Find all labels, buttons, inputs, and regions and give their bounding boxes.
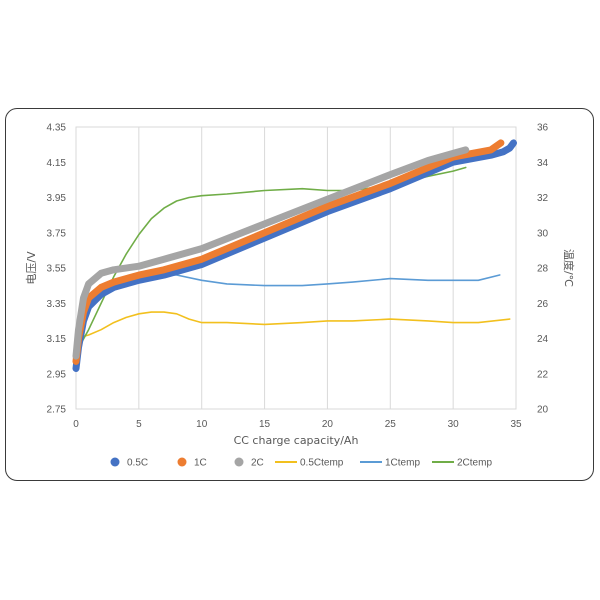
x-axis-tick-label: 10 xyxy=(196,419,208,430)
left-axis-tick-label: 3.95 xyxy=(47,193,67,204)
series-line-2c xyxy=(72,146,470,360)
left-axis-tick-label: 4.15 xyxy=(47,158,67,169)
legend: 0.5C 1C 2C 0.5Ctemp 1Ctemp 2Ctemp xyxy=(110,457,492,469)
left-axis-ticks: 4.35 4.15 3.95 3.75 3.55 3.35 3.15 2.95 2.75 xyxy=(47,123,67,416)
legend-label-2ctemp: 2Ctemp xyxy=(457,458,492,469)
right-axis-tick-label: 28 xyxy=(537,264,549,275)
legend-label-0.5ctemp: 0.5Ctemp xyxy=(300,458,344,469)
right-axis-tick-label: 20 xyxy=(537,405,549,416)
right-axis-tick-label: 32 xyxy=(537,193,549,204)
right-axis-ticks: 36 34 32 30 28 26 24 22 20 xyxy=(537,123,549,416)
left-axis-tick-label: 2.95 xyxy=(47,369,67,380)
series-line-1c xyxy=(72,139,505,365)
x-axis-tick-label: 15 xyxy=(259,419,271,430)
legend-label-1c: 1C xyxy=(194,458,207,469)
x-axis-title: CC charge capacity/Ah xyxy=(234,434,359,447)
legend-label-1ctemp: 1Ctemp xyxy=(385,458,420,469)
left-axis-tick-label: 4.35 xyxy=(47,123,67,134)
legend-marker-1c xyxy=(177,457,187,467)
x-axis-tick-label: 30 xyxy=(448,419,460,430)
x-axis-tick-label: 35 xyxy=(510,419,522,430)
legend-marker-2c xyxy=(234,457,244,467)
x-axis-tick-label: 0 xyxy=(73,419,79,430)
series-layer xyxy=(72,139,517,372)
legend-marker-0.5c xyxy=(110,457,120,467)
plot-area-border xyxy=(75,126,517,410)
x-axis-tick-label: 5 xyxy=(136,419,142,430)
plot-border xyxy=(75,126,517,410)
series-line-0.5ctemp xyxy=(75,311,511,340)
right-axis-tick-label: 34 xyxy=(537,158,549,169)
x-axis-ticks: 0 5 10 15 20 25 30 35 xyxy=(73,419,522,430)
series-line-0.5c xyxy=(72,139,517,372)
legend-label-0.5c: 0.5C xyxy=(127,458,148,469)
left-axis-tick-label: 3.75 xyxy=(47,228,67,239)
right-axis-tick-label: 22 xyxy=(537,369,549,380)
left-axis-tick-label: 3.15 xyxy=(47,334,67,345)
right-axis-tick-label: 36 xyxy=(537,123,549,134)
legend-label-2c: 2C xyxy=(251,458,264,469)
right-axis-tick-label: 26 xyxy=(537,299,549,310)
right-axis-tick-label: 24 xyxy=(537,334,549,345)
left-axis-tick-label: 2.75 xyxy=(47,405,67,416)
left-axis-tick-label: 3.35 xyxy=(47,299,67,310)
right-y-axis-title: 温度/℃ xyxy=(562,249,576,287)
right-axis-tick-label: 30 xyxy=(537,228,549,239)
series-line-1ctemp xyxy=(75,274,501,349)
x-axis-tick-label: 25 xyxy=(385,419,397,430)
x-axis-tick-label: 20 xyxy=(322,419,334,430)
left-y-axis-title: 电压/V xyxy=(25,251,38,285)
left-axis-tick-label: 3.55 xyxy=(47,264,67,275)
